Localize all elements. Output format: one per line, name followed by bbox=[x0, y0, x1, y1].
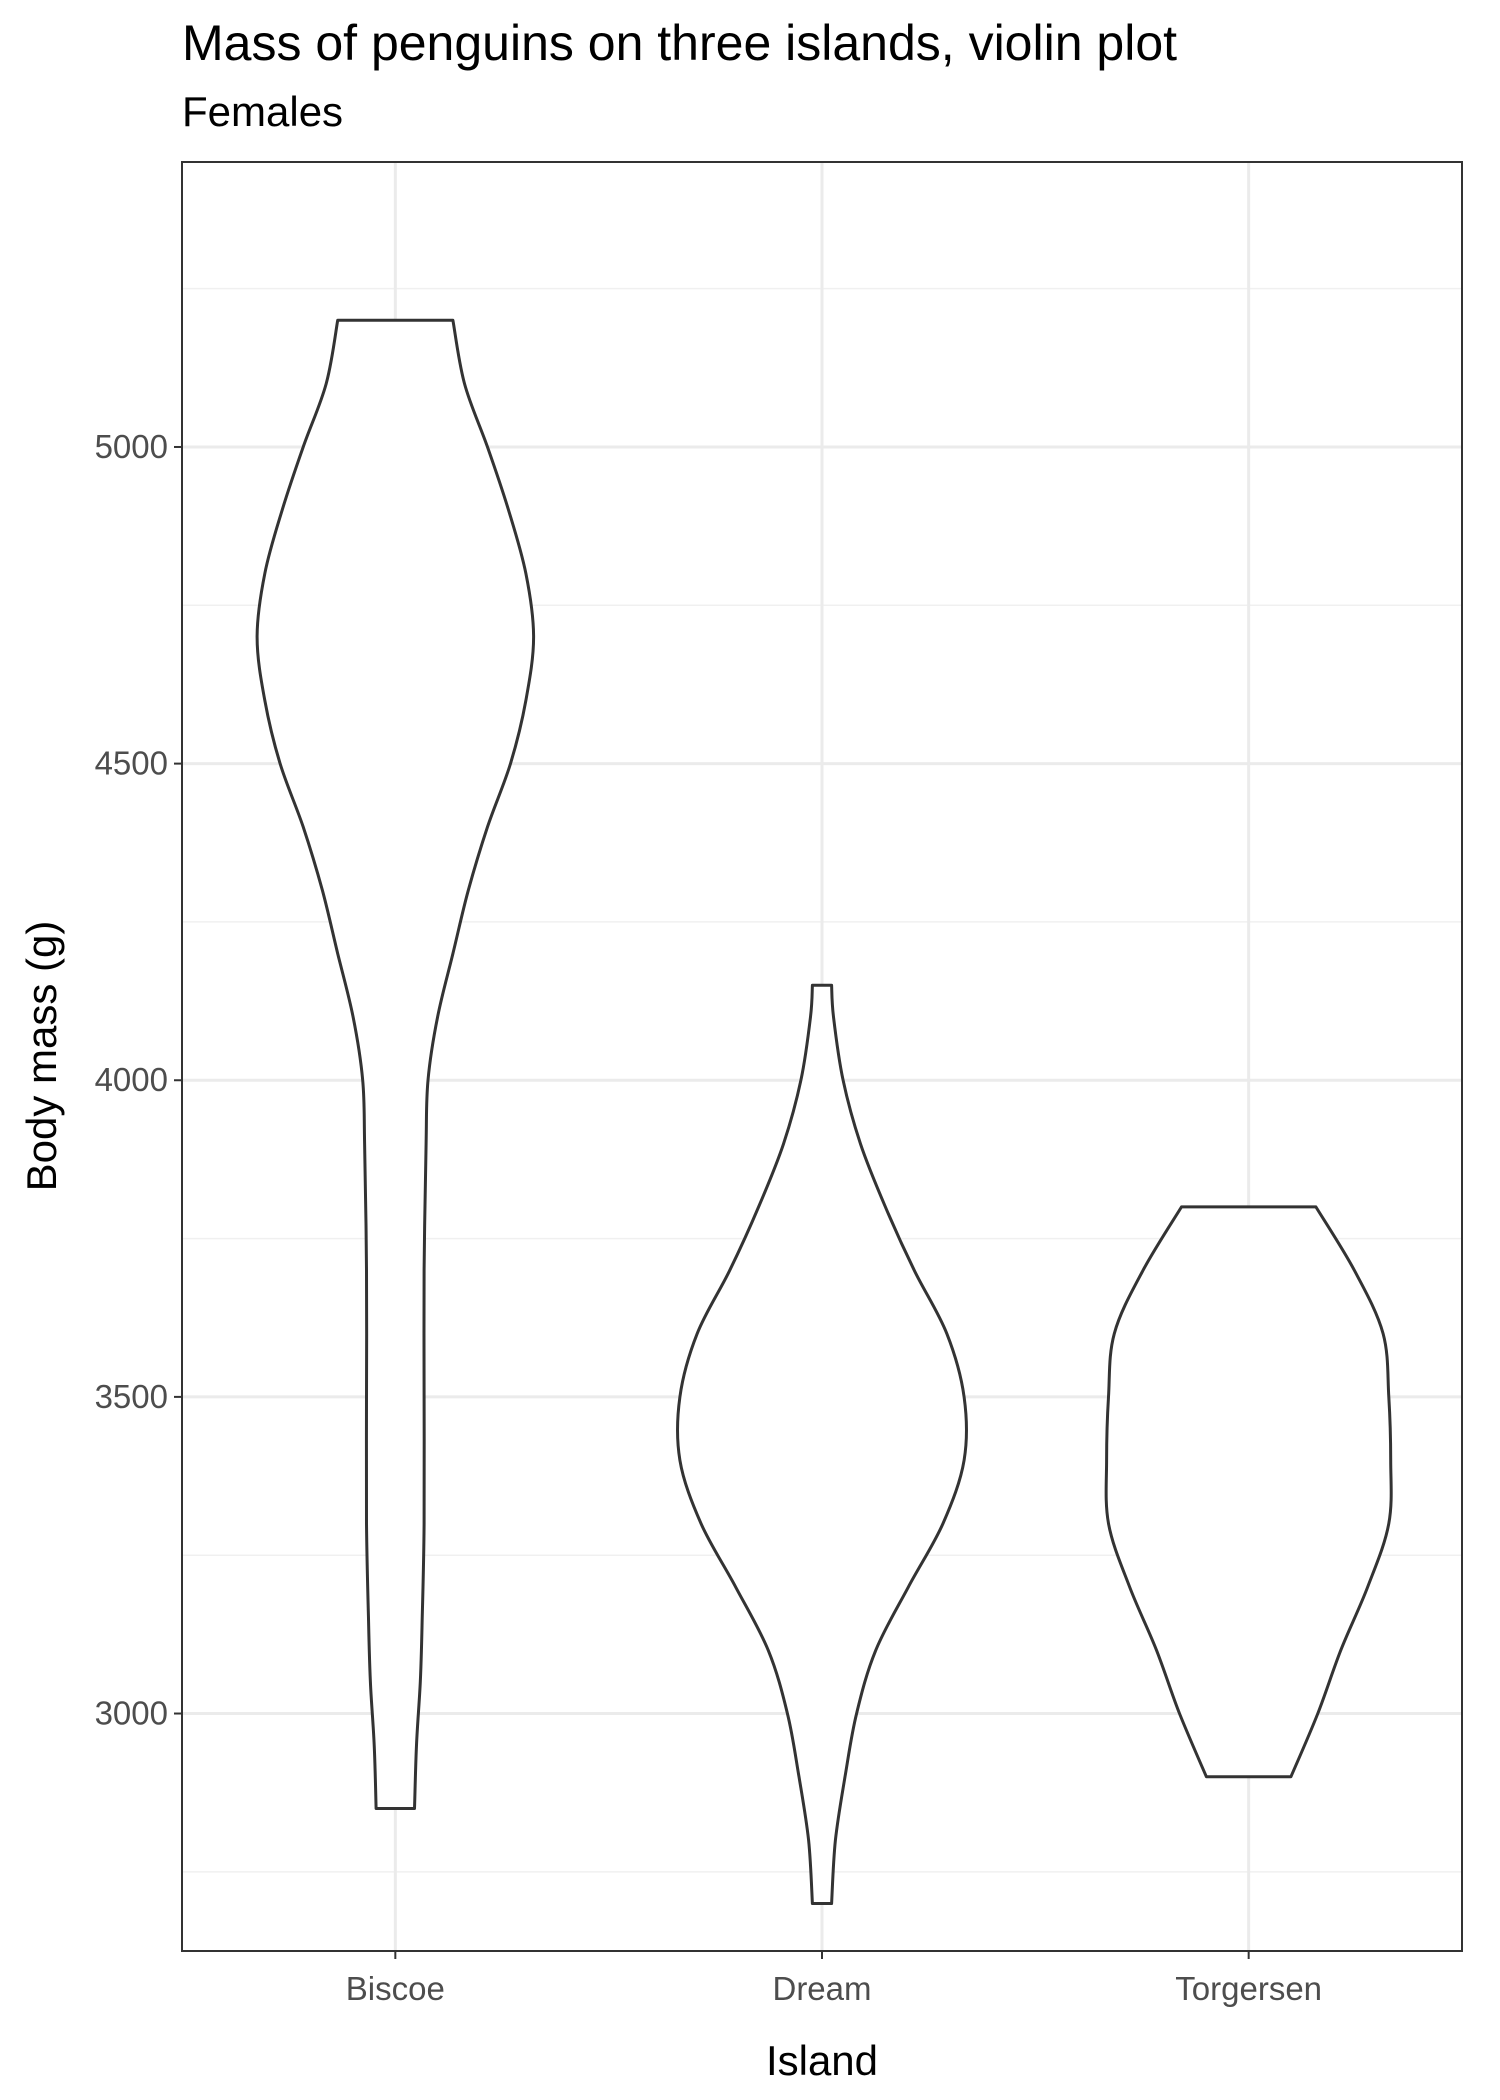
x-axis-title: Island bbox=[766, 2037, 878, 2084]
x-tick-label: Biscoe bbox=[346, 1970, 445, 2007]
chart-subtitle: Females bbox=[182, 88, 344, 135]
y-axis: 3000 3500 4000 4500 5000 bbox=[95, 428, 182, 1732]
x-tick-label: Torgersen bbox=[1175, 1970, 1322, 2007]
chart-title: Mass of penguins on three islands, violi… bbox=[182, 15, 1178, 71]
violin-torgersen bbox=[1104, 1205, 1393, 1779]
y-tick-label: 3000 bbox=[95, 1695, 168, 1732]
y-tick-label: 4000 bbox=[95, 1061, 168, 1098]
x-axis: Biscoe Dream Torgersen bbox=[346, 1951, 1322, 2007]
y-axis-title: Body mass (g) bbox=[18, 921, 65, 1192]
y-tick-label: 4500 bbox=[95, 745, 168, 782]
violin-dream bbox=[676, 983, 968, 1905]
y-tick-label: 5000 bbox=[95, 428, 168, 465]
violins bbox=[255, 318, 1393, 1905]
y-tick-label: 3500 bbox=[95, 1378, 168, 1415]
x-tick-label: Dream bbox=[772, 1970, 871, 2007]
violin-biscoe bbox=[255, 318, 536, 1810]
